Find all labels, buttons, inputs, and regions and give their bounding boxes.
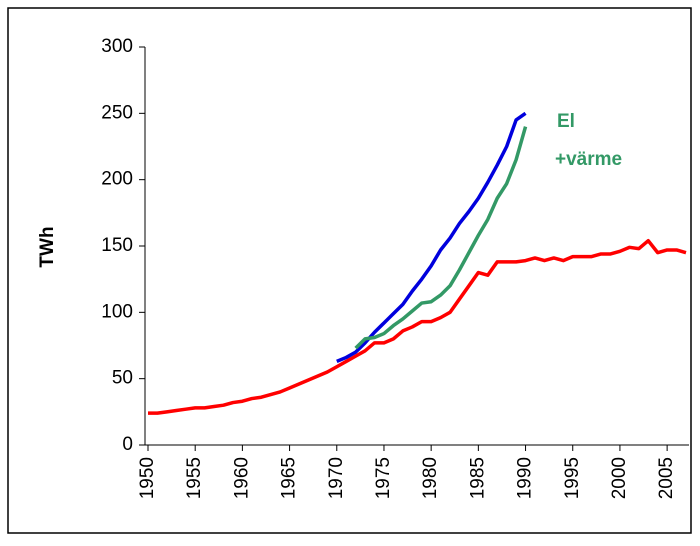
x-tick-label: 1990 [515,457,536,499]
y-tick-label: 150 [101,235,133,256]
x-tick-label: 1955 [184,457,205,499]
x-tick-label: 1970 [326,457,347,499]
x-tick-label: 1985 [467,457,488,499]
y-tick-label: 200 [101,169,133,190]
series-line [148,238,687,415]
series-line [354,126,528,350]
y-tick-label: 300 [101,36,133,57]
y-tick-label: 100 [101,301,133,322]
x-tick-label: 1995 [562,457,583,499]
annotation: +värme [555,149,622,170]
x-tick-label: 1980 [420,457,441,499]
x-tick-label: 1965 [279,457,300,499]
y-axis-label: TWh [37,226,58,267]
x-tick-label: 1960 [231,457,252,499]
y-tick-label: 50 [112,368,133,389]
x-tick-label: 2005 [656,457,677,499]
chart-frame [7,7,692,534]
y-tick-label: 250 [101,102,133,123]
x-tick-label: 1975 [373,457,394,499]
y-tick-label: 0 [122,434,133,455]
x-tick-label: 2000 [609,457,630,499]
x-tick-label: 1950 [137,457,158,499]
annotation: El [557,111,575,132]
